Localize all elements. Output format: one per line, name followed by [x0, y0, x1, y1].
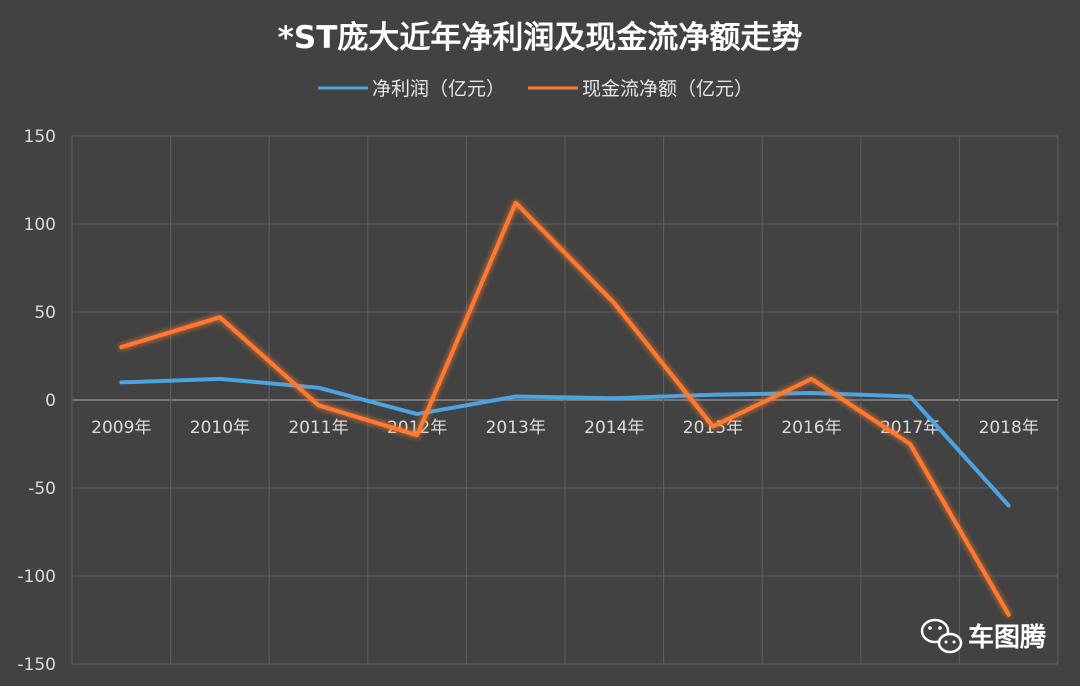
- x-tick-label: 2010年: [190, 418, 250, 438]
- y-tick-label: 150: [24, 127, 56, 147]
- x-tick-label: 2014年: [584, 418, 644, 438]
- x-tick-label: 2011年: [288, 418, 348, 438]
- y-tick-label: -150: [17, 655, 56, 675]
- grid: [71, 135, 1059, 665]
- x-tick-label: 2012年: [387, 418, 447, 438]
- x-tick-label: 2018年: [979, 418, 1039, 438]
- legend-label-net-profit: 净利润（亿元）: [372, 78, 505, 100]
- series-line-cash-flow: [119, 200, 1011, 617]
- y-tick-label: 0: [45, 391, 56, 411]
- legend: 净利润（亿元） 现金流净额（亿元）: [318, 78, 753, 100]
- watermark-text: 车图腾: [968, 622, 1047, 653]
- x-tick-label: 2016年: [781, 418, 841, 438]
- series-line-net-profit: [119, 376, 1011, 508]
- y-tick-label: -100: [17, 567, 56, 587]
- y-tick-label: -50: [28, 479, 56, 499]
- x-tick-label: 2009年: [91, 418, 151, 438]
- legend-label-cash-flow: 现金流净额（亿元）: [582, 78, 753, 100]
- y-tick-label: 50: [34, 303, 56, 323]
- x-tick-label: 2013年: [486, 418, 546, 438]
- y-axis-ticks: 150 100 50 0 -50 -100 -150: [17, 127, 56, 675]
- y-tick-label: 100: [24, 215, 56, 235]
- chart-title: *ST庞大近年净利润及现金流净额走势: [278, 20, 803, 56]
- wechat-icon: [920, 618, 963, 654]
- watermark: 车图腾: [920, 618, 1047, 654]
- series-lines: [119, 200, 1011, 617]
